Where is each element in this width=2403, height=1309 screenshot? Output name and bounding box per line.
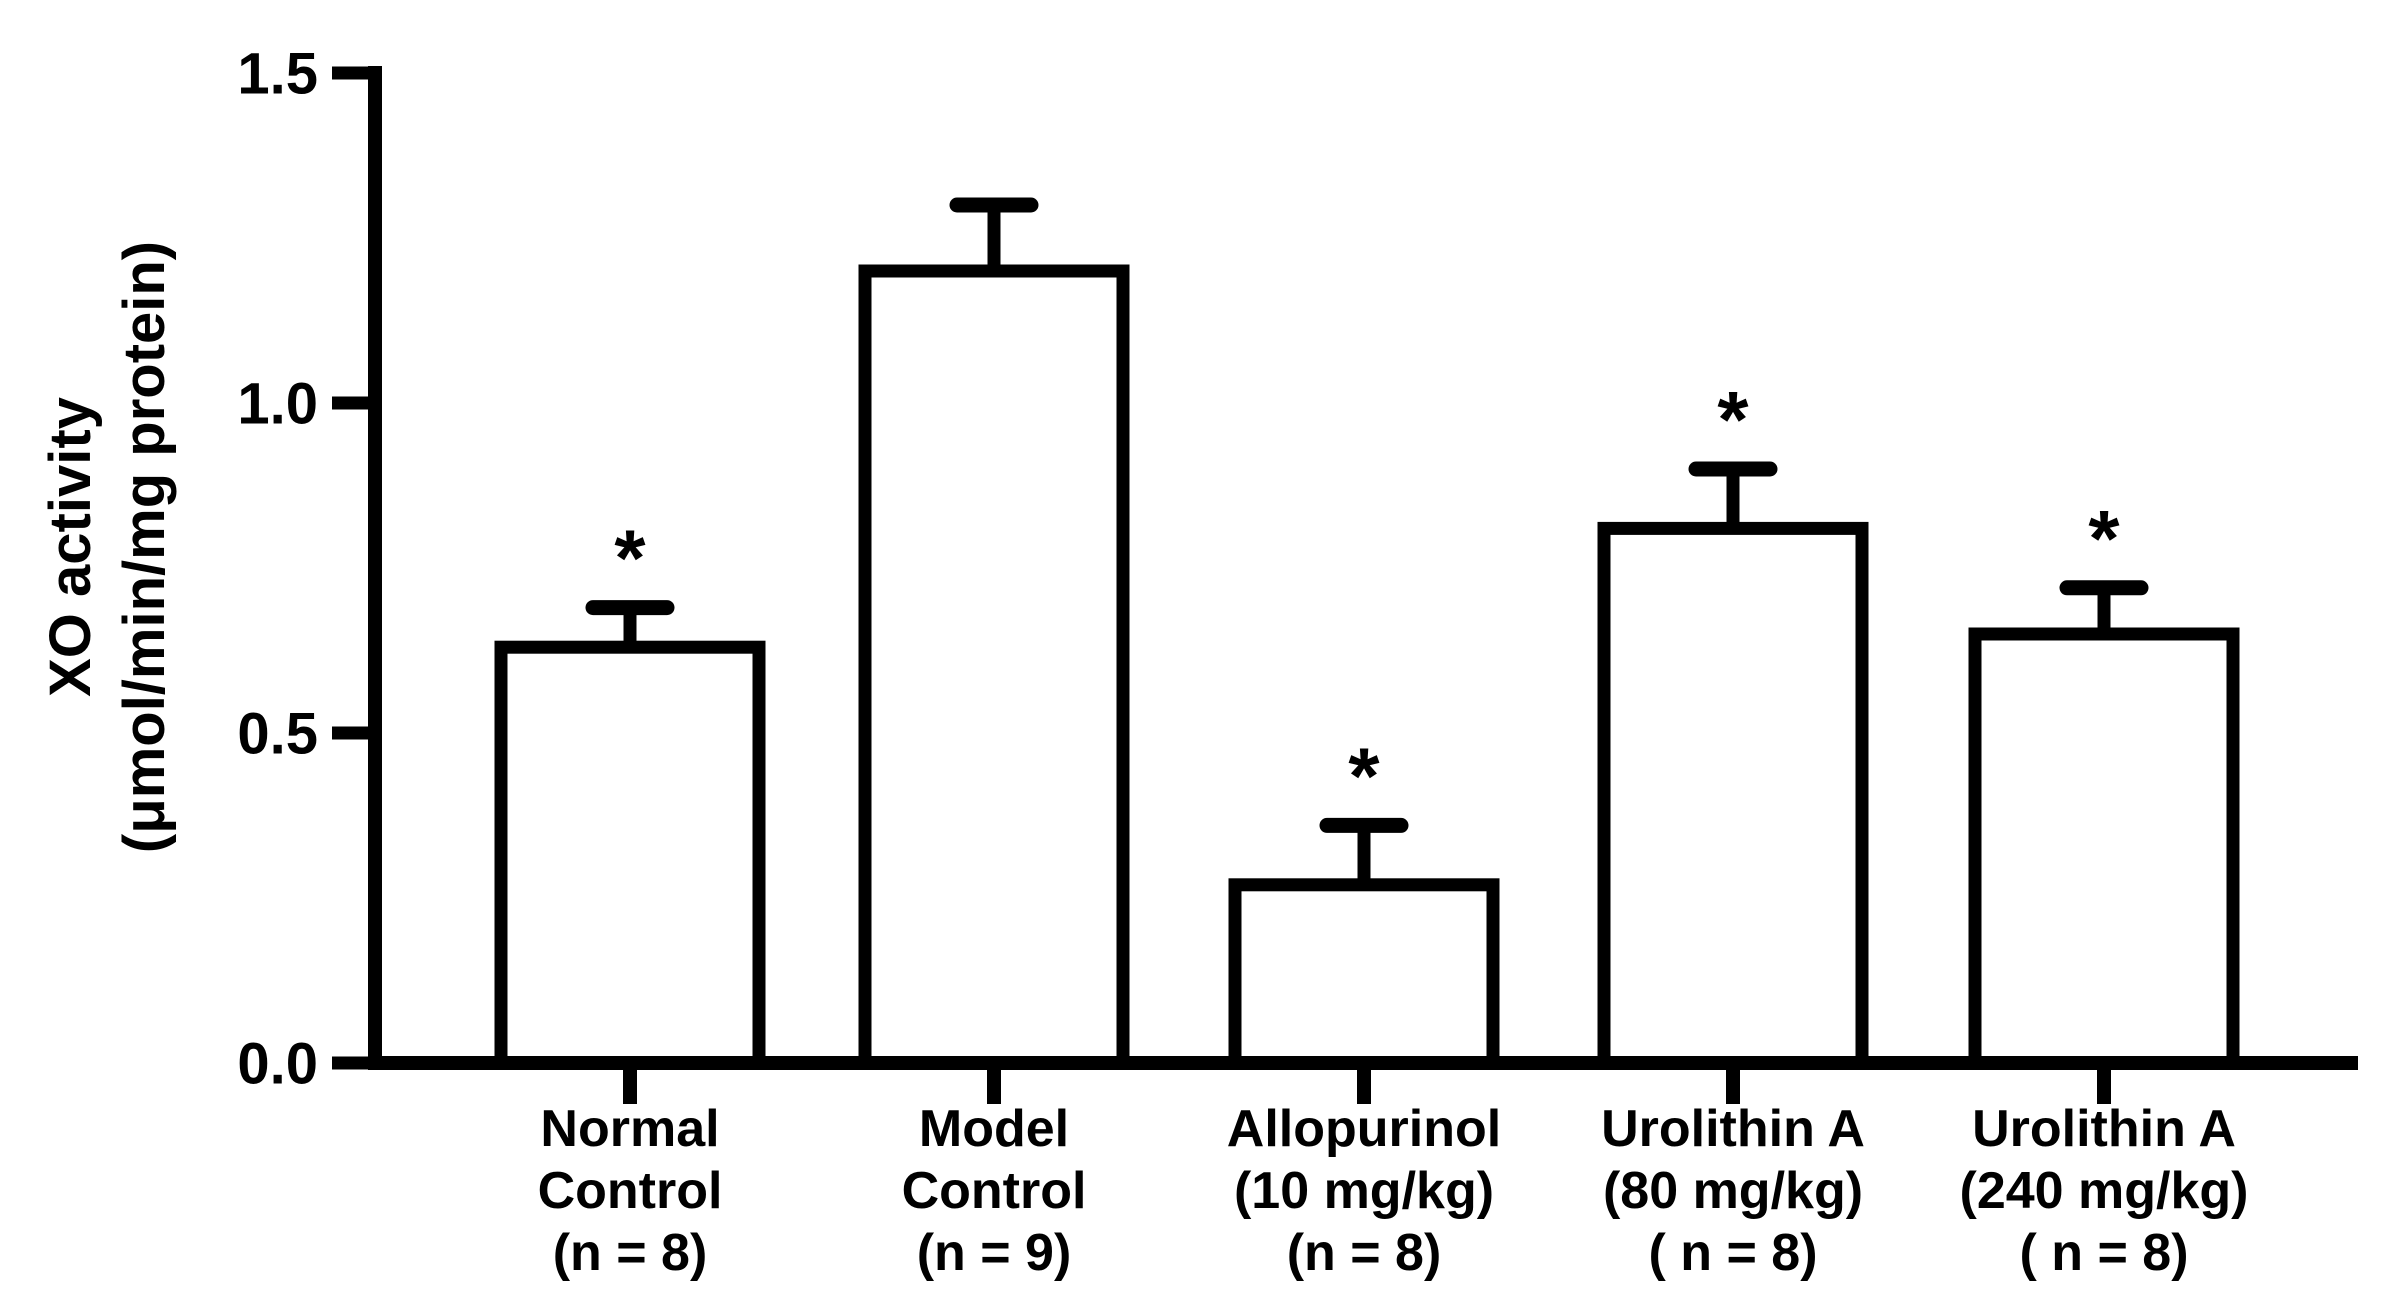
y-tick-label: 1.5 xyxy=(237,41,318,106)
y-tick-label: 0.0 xyxy=(237,1031,318,1096)
category-label-line: ( n = 8) xyxy=(2019,1224,2188,1282)
category-label-line: ( n = 8) xyxy=(1648,1224,1817,1282)
y-tick-label: 1.0 xyxy=(237,371,318,436)
bar xyxy=(1228,878,1500,1070)
category-label-line: (240 mg/kg) xyxy=(1960,1162,2249,1220)
category-label: Normal Control (n = 8) xyxy=(538,1100,723,1282)
y-tick-label: 0.5 xyxy=(237,701,318,766)
category-label-line: Urolithin A xyxy=(1972,1100,2236,1158)
bar xyxy=(494,640,766,1070)
category-label-line: (n = 9) xyxy=(917,1224,1072,1282)
category-label-line: (n = 8) xyxy=(553,1224,708,1282)
category-label-line: (n = 8) xyxy=(1287,1224,1442,1282)
y-axis-title-line: (μmol/min/mg protein) xyxy=(112,241,177,853)
bar xyxy=(1968,627,2240,1070)
significance-asterisk: * xyxy=(1348,731,1380,820)
category-label-line: Normal xyxy=(540,1100,719,1158)
category-label-line: Urolithin A xyxy=(1601,1100,1865,1158)
category-label-line: (80 mg/kg) xyxy=(1603,1162,1863,1220)
y-axis-title-line: XO activity xyxy=(38,397,103,697)
significance-asterisk: * xyxy=(1717,375,1749,464)
bar xyxy=(1597,521,1869,1070)
category-label: Urolithin A (240 mg/kg)( n = 8) xyxy=(1960,1100,2249,1282)
category-label-line: Model xyxy=(919,1100,1069,1158)
category-label: Allopurinol (10 mg/kg) (n = 8) xyxy=(1227,1100,1501,1282)
bar xyxy=(858,264,1130,1070)
category-label-line: Control xyxy=(538,1162,723,1220)
category-label: Urolithin A (80 mg/kg)( n = 8) xyxy=(1601,1100,1865,1282)
significance-asterisk: * xyxy=(614,514,646,603)
category-label-line: Allopurinol xyxy=(1227,1100,1501,1158)
category-label-line: Control xyxy=(902,1162,1087,1220)
category-label-line: (10 mg/kg) xyxy=(1234,1162,1494,1220)
category-label: Model Control (n = 9) xyxy=(902,1100,1087,1282)
significance-asterisk: * xyxy=(2088,494,2120,583)
